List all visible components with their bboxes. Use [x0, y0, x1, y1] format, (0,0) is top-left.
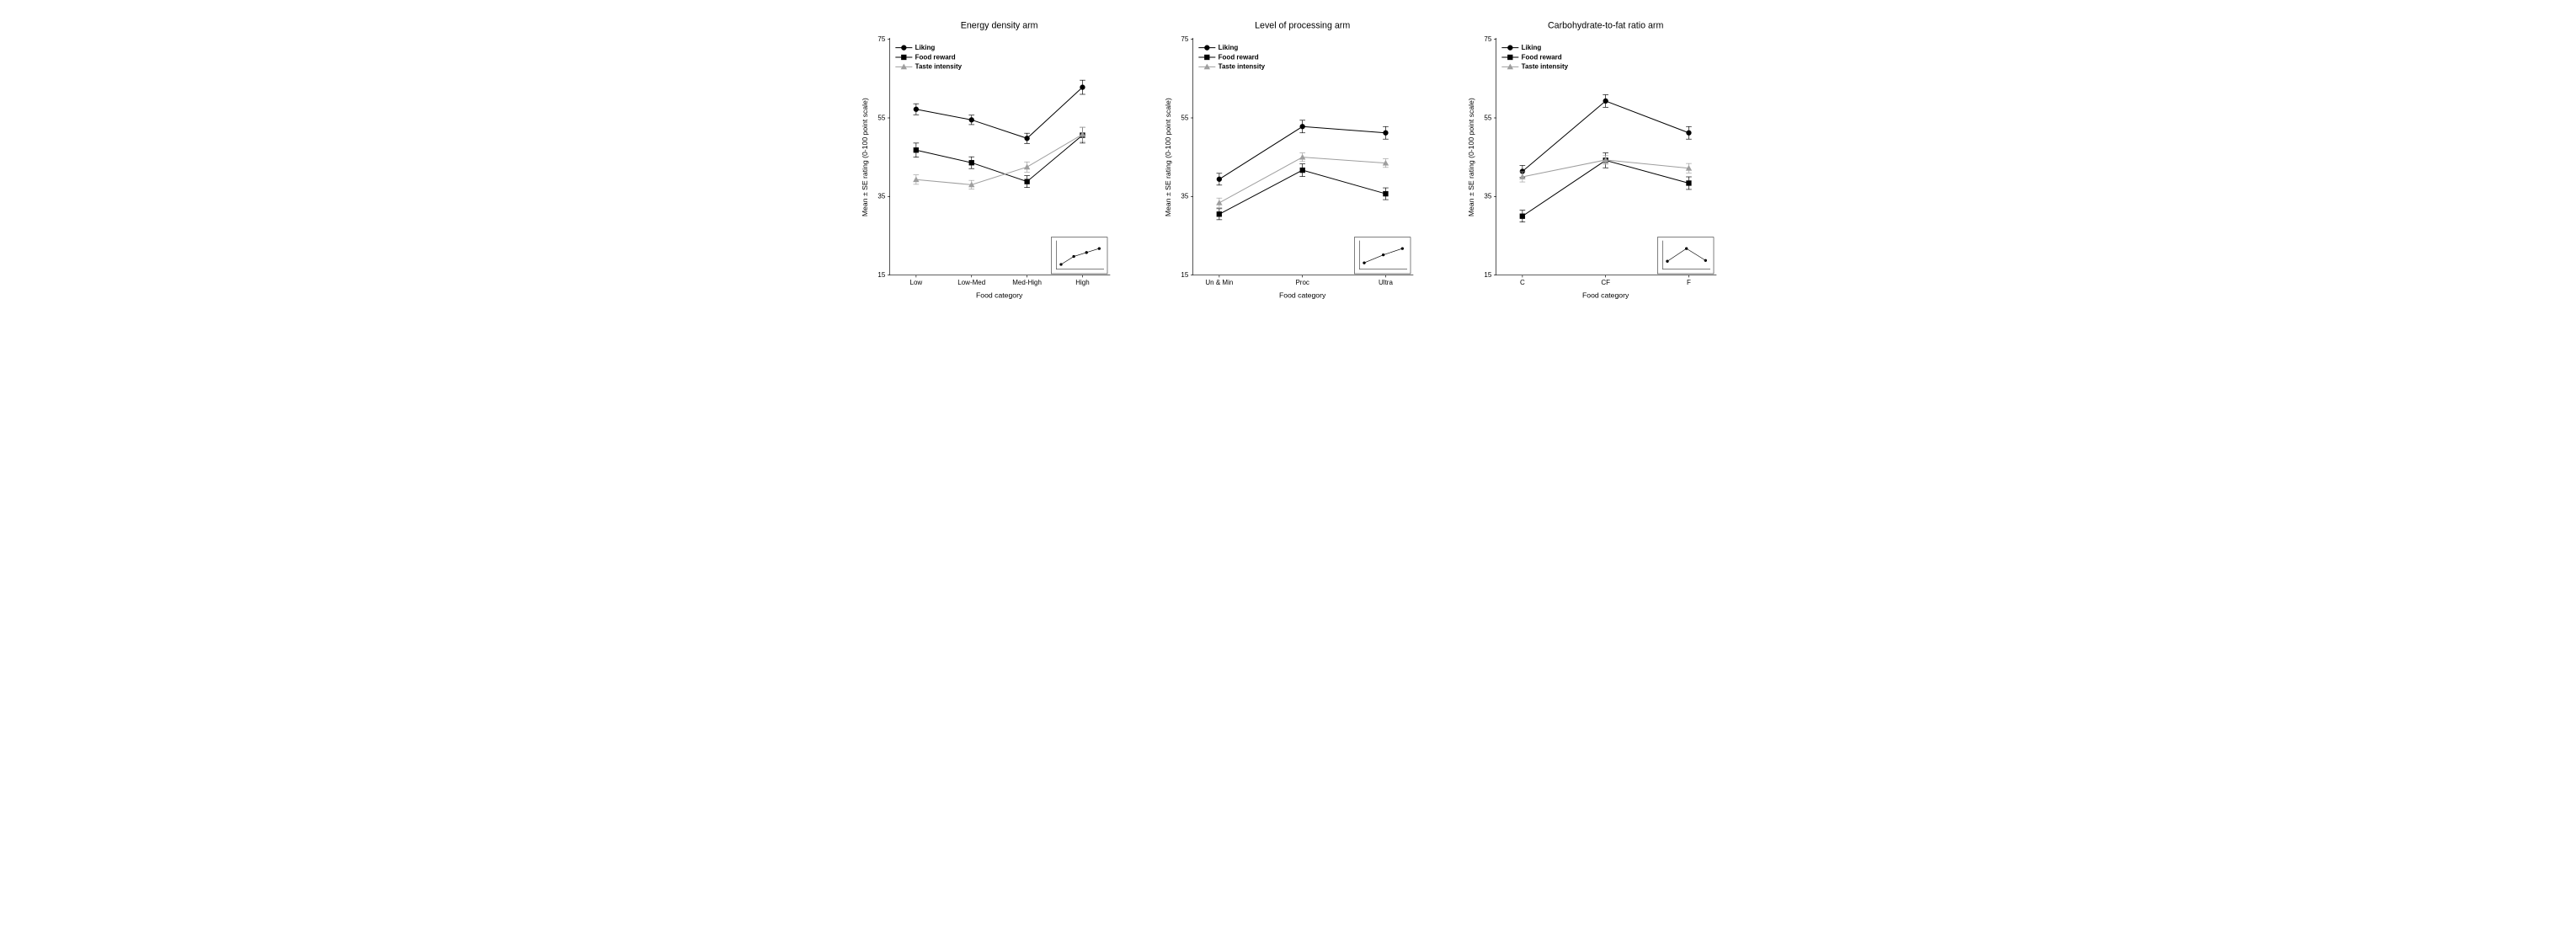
series-line — [1522, 160, 1688, 216]
y-axis-label: Mean ± SE rating (0-100 point scale) — [1164, 98, 1172, 216]
series-line — [915, 136, 1082, 182]
x-axis-label: Food category — [1581, 291, 1629, 299]
x-tick-label: High — [1075, 279, 1089, 286]
y-tick-label: 55 — [1181, 114, 1188, 121]
inset-frame — [1051, 237, 1107, 274]
x-axis-label: Food category — [975, 291, 1022, 299]
series-line — [915, 88, 1082, 139]
legend-label: Taste intensity — [1218, 63, 1265, 71]
x-tick-label: F — [1687, 279, 1691, 286]
inset-marker — [1085, 251, 1087, 253]
series-line — [1219, 170, 1385, 214]
chart-panel: Level of processing arm 15 35 55 75 Un & Min P… — [1154, 17, 1423, 316]
y-tick-label: 35 — [1484, 193, 1491, 200]
legend-label: Liking — [1521, 44, 1541, 51]
y-tick-label: 55 — [1484, 114, 1491, 121]
panel-title: Energy density arm — [960, 20, 1037, 30]
inset-marker — [1400, 247, 1403, 249]
y-tick-label: 55 — [877, 114, 885, 121]
inset-marker — [1382, 253, 1384, 256]
chart-panels: Energy density arm 15 35 55 75 Low Low-Med Med-… — [17, 17, 2559, 316]
x-tick-label: Ultra — [1379, 279, 1393, 286]
y-tick-label: 75 — [1181, 35, 1188, 43]
panel-title: Level of processing arm — [1255, 20, 1350, 30]
inset-marker — [1363, 261, 1365, 264]
panel-title: Carbohydrate-to-fat ratio arm — [1547, 20, 1663, 30]
x-tick-label: C — [1519, 279, 1524, 286]
x-tick-label: Proc — [1295, 279, 1309, 286]
legend-label: Taste intensity — [915, 63, 962, 71]
x-tick-label: Un & Min — [1205, 279, 1233, 286]
y-tick-label: 35 — [877, 193, 885, 200]
inset-marker — [1685, 247, 1688, 249]
series-line — [915, 135, 1082, 185]
chart-panel: Carbohydrate-to-fat ratio arm 15 35 55 75 C CF… — [1457, 17, 1726, 316]
inset-marker — [1704, 259, 1706, 262]
legend-label: Food reward — [915, 53, 955, 61]
inset-frame — [1657, 237, 1714, 274]
x-tick-label: Low — [909, 279, 922, 286]
inset-marker — [1666, 260, 1668, 263]
y-tick-label: 15 — [1484, 271, 1491, 279]
legend-label: Food reward — [1521, 53, 1561, 61]
x-axis-label: Food category — [1278, 291, 1325, 299]
x-tick-label: CF — [1601, 279, 1610, 286]
y-axis-label: Mean ± SE rating (0-100 point scale) — [861, 98, 869, 216]
y-tick-label: 75 — [1484, 35, 1491, 43]
legend-label: Taste intensity — [1521, 63, 1568, 71]
inset-marker — [1059, 263, 1062, 265]
y-tick-label: 15 — [877, 271, 885, 279]
y-axis-label: Mean ± SE rating (0-100 point scale) — [1467, 98, 1475, 216]
y-tick-label: 15 — [1181, 271, 1188, 279]
legend-label: Liking — [915, 44, 935, 51]
inset-marker — [1097, 247, 1100, 249]
legend-label: Food reward — [1218, 53, 1258, 61]
y-tick-label: 75 — [877, 35, 885, 43]
legend-label: Liking — [1218, 44, 1238, 51]
inset-marker — [1072, 255, 1075, 258]
y-tick-label: 35 — [1181, 193, 1188, 200]
x-tick-label: Low-Med — [957, 279, 985, 286]
chart-panel: Energy density arm 15 35 55 75 Low Low-Med Med-… — [851, 17, 1120, 316]
x-tick-label: Med-High — [1012, 279, 1042, 286]
